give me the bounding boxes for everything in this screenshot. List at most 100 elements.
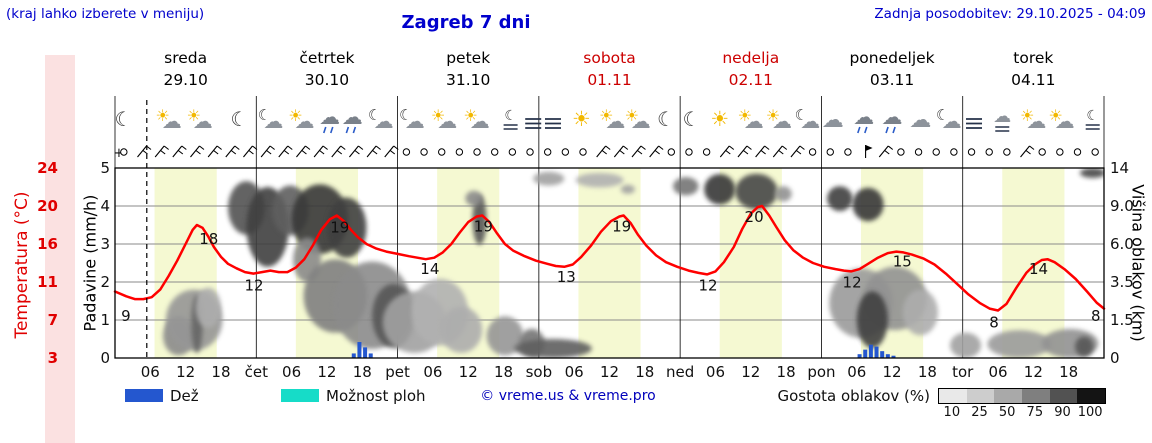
temp-value-label: 12 <box>245 277 264 295</box>
rain-bar <box>874 346 879 358</box>
cloud-blob <box>987 330 1052 358</box>
temperature-tick: 24 <box>37 159 58 177</box>
temperature-tick: 16 <box>37 235 58 253</box>
hour-label: 18 <box>918 363 937 381</box>
cloud-blob <box>472 194 487 245</box>
density-segment <box>1077 389 1106 403</box>
hour-label: 12 <box>317 363 336 381</box>
showers-legend-swatch <box>281 389 319 402</box>
rain-legend-swatch <box>125 389 163 402</box>
hour-label: 12 <box>741 363 760 381</box>
day-header-date: 03.11 <box>870 71 914 89</box>
day-header-date: 04.11 <box>1011 71 1055 89</box>
hour-label: 12 <box>600 363 619 381</box>
sun-cloud-icon: ☁ <box>193 109 213 133</box>
precipitation-tick: 2 <box>100 273 110 291</box>
fog-icon <box>544 118 561 129</box>
cloud-fog-icon: ☁ <box>993 106 1011 127</box>
hour-label: 12 <box>1024 363 1043 381</box>
day-header-date: 02.11 <box>729 71 773 89</box>
page-title: Zagreb 7 dni <box>401 12 531 33</box>
day-header-name: petek <box>446 49 490 67</box>
temperature-tick: 20 <box>37 197 58 215</box>
temp-value-label: 20 <box>745 208 764 226</box>
day-header-name: četrtek <box>299 49 354 67</box>
sun-cloud-icon: ☀ <box>1020 106 1034 125</box>
cloud-blob <box>533 171 565 186</box>
precipitation-tick: 3 <box>100 235 110 253</box>
rain-marks <box>857 126 868 134</box>
wind-barb <box>719 145 735 158</box>
day-abbrev-label: ned <box>666 363 694 381</box>
sun-cloud-icon: ☁ <box>294 109 314 133</box>
rain-bar <box>857 354 862 358</box>
sun-cloud-icon: ☀ <box>599 106 613 125</box>
temp-value-label: 15 <box>893 253 912 271</box>
rain-icon: ☁ <box>342 105 363 129</box>
calm-circle <box>950 148 958 156</box>
moon-cloud-icon: ☾ <box>399 106 412 124</box>
day-header-name: torek <box>1013 49 1053 67</box>
wind-barb <box>649 145 664 158</box>
location-hint: (kraj lahko izberete v meniju) <box>6 6 205 22</box>
calm-circle <box>508 148 517 156</box>
precipitation-tick: 1 <box>100 311 110 329</box>
calm-circle <box>1056 148 1064 156</box>
rain-marks <box>345 126 357 134</box>
temperature-tick: 11 <box>37 273 58 291</box>
density-segment <box>966 389 995 403</box>
weather-icon-row: ☾ ☀☁ ☀☁ ☾ ☾☁ ☀☁ ☁ ☁ ☾☁ ☾☁ ☀☁ ☀☁ ☾ ☀ ☀☁ ☀☁ ☾ ☾ ☀ ☀☁ ☀☁ ☾☁ ☁ ☁ ☁ ☁ ☾… <box>115 105 1100 134</box>
sun-cloud-icon: ☁ <box>772 109 792 133</box>
calm-circle <box>897 148 905 156</box>
sun-icon: ☀ <box>710 107 729 131</box>
hour-label: 06 <box>847 363 866 381</box>
rain-bar <box>363 347 368 358</box>
cloud-blob <box>827 186 853 212</box>
rain-marks <box>322 126 334 134</box>
density-segment <box>939 389 967 403</box>
day-header-name: sreda <box>164 49 207 67</box>
day-header-name: nedelja <box>722 49 779 67</box>
cloud-blob <box>1079 168 1104 178</box>
rain-icon: ☁ <box>319 105 340 129</box>
cloud-blob <box>704 174 736 205</box>
rain-bar <box>357 342 362 358</box>
calm-circle <box>914 148 923 156</box>
rain-bars <box>351 342 896 358</box>
temp-value-label: 14 <box>1029 260 1048 278</box>
day-abbrev-label: sob <box>526 363 553 381</box>
precipitation-tick: 0 <box>100 349 110 367</box>
density-tick-label: 25 <box>971 405 988 420</box>
temp-value-label: 12 <box>843 273 862 291</box>
temp-value-label: 18 <box>199 230 218 248</box>
moon-fog-icon: ☾ <box>1086 108 1099 124</box>
calm-circle <box>985 148 993 156</box>
cloud-icon: ☁ <box>909 108 931 133</box>
sun-cloud-icon: ☀ <box>738 106 752 125</box>
rain-legend-label: Dež <box>170 387 199 405</box>
cloud-height-tick: 0 <box>1110 349 1120 367</box>
plus-mark: + <box>114 146 125 161</box>
sun-cloud-icon: ☁ <box>162 109 182 133</box>
hour-label: 06 <box>988 363 1007 381</box>
calm-circle <box>685 148 693 156</box>
calm-circle <box>932 148 940 156</box>
wind-barb <box>243 145 258 158</box>
rain-bar <box>885 354 890 358</box>
temperature-curve <box>113 204 1106 312</box>
cloud-density-label: Gostota oblakov (%) <box>777 387 930 405</box>
hour-label: 18 <box>1059 363 1078 381</box>
cloud-blob <box>439 306 483 353</box>
day-abbrev-label: čet <box>245 363 268 381</box>
rain-marks <box>885 126 896 134</box>
calm-circle <box>1003 148 1011 156</box>
wind-row: + <box>114 145 1099 161</box>
moon-cloud-icon: ☁ <box>942 109 962 133</box>
wind-barb <box>613 145 629 158</box>
cloud-blob <box>575 172 624 188</box>
fog-icon <box>966 118 983 129</box>
wind-barb <box>207 145 222 158</box>
calm-circle <box>455 148 464 156</box>
sun-cloud-icon: ☀ <box>464 106 478 125</box>
temp-value-label: 14 <box>420 260 439 278</box>
